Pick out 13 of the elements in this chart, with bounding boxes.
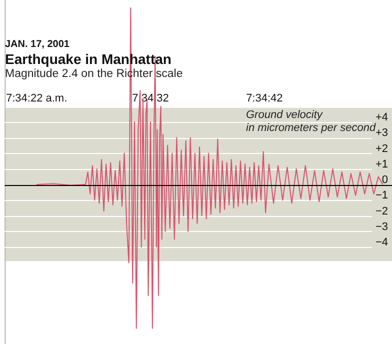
y-tick-label: −4 xyxy=(375,236,388,249)
y-tick-label: 0 xyxy=(382,174,388,186)
annotation: JAN. 17, 2001 xyxy=(5,39,70,50)
y-tick-label: +4 xyxy=(375,111,388,124)
y-tick-label: −2 xyxy=(375,205,388,218)
y-tick-label: +2 xyxy=(375,142,388,155)
x-tick-label: 7:34:42 xyxy=(246,92,283,105)
y-tick-label: −1 xyxy=(375,190,388,202)
y-axis-title: Ground velocity in micrometers per second xyxy=(246,109,376,135)
x-tick-label: 7:34:22 a.m. xyxy=(6,92,68,105)
y-tick-label: +3 xyxy=(375,127,388,140)
y-tick-label: +1 xyxy=(375,158,388,170)
y-tick-label: −3 xyxy=(375,220,388,233)
